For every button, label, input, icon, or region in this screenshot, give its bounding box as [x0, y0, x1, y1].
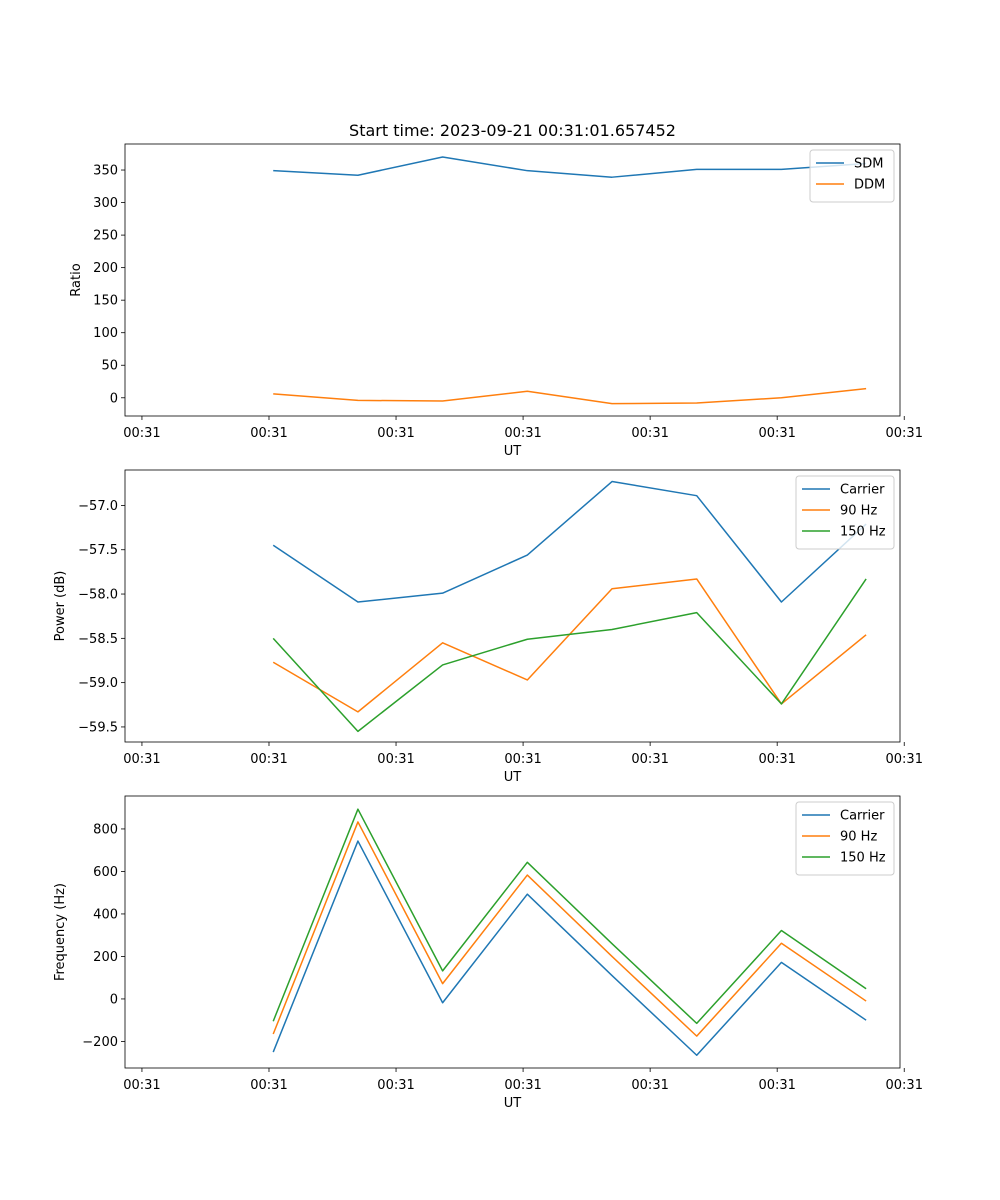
x-tick-label: 00:31: [886, 752, 923, 767]
series-line-150-hz: [272, 808, 867, 1025]
legend: Carrier 90 Hz 150 Hz: [795, 475, 895, 550]
x-tick-label: 00:31: [631, 1078, 668, 1093]
plot-frame: [124, 795, 901, 1069]
legend-label: 90 Hz: [840, 504, 877, 519]
x-axis-label: UT: [504, 770, 522, 785]
x-tick-label: 00:31: [631, 426, 668, 441]
x-tick-label: 00:31: [504, 426, 541, 441]
y-tick-label: 0: [110, 391, 118, 406]
charts: 00:31 00:31 00:31 00:31 00:31 00:31 00:31 0 50 10…: [53, 143, 923, 1111]
y-tick-label: 300: [93, 196, 118, 211]
plot-frame: [124, 143, 901, 417]
figure-title: Start time: 2023-09-21 00:31:01.657452: [349, 121, 676, 140]
x-tick-label: 00:31: [250, 426, 287, 441]
legend: Carrier 90 Hz 150 Hz: [795, 801, 895, 876]
y-tick-label: 200: [93, 950, 118, 965]
y-tick-label: 150: [93, 294, 118, 309]
y-tick-label: −58.5: [78, 632, 118, 647]
y-axis-label: Ratio: [69, 263, 84, 296]
y-tick-label: 800: [93, 822, 118, 837]
y-tick-label: 200: [93, 261, 118, 276]
series-line-150-hz: [272, 578, 867, 733]
x-tick-label: 00:31: [123, 752, 160, 767]
legend-label: 150 Hz: [840, 851, 886, 866]
x-tick-label: 00:31: [377, 752, 414, 767]
plot-frame: [124, 469, 901, 743]
y-tick-label: −57.5: [78, 543, 118, 558]
x-tick-label: 00:31: [758, 752, 795, 767]
y-tick-label: 50: [101, 359, 118, 374]
x-tick-label: 00:31: [250, 752, 287, 767]
x-tick-label: 00:31: [758, 1078, 795, 1093]
x-tick-label: 00:31: [377, 1078, 414, 1093]
y-tick-label: 0: [110, 992, 118, 1007]
legend: SDM DDM: [809, 149, 895, 203]
x-tick-label: 00:31: [123, 1078, 160, 1093]
series-line-ddm: [273, 387, 867, 405]
legend-label: DDM: [854, 178, 885, 193]
chart-panel-3: 00:31 00:31 00:31 00:31 00:31 00:31 00:31 −200 0…: [53, 795, 923, 1111]
y-tick-label: −59.5: [78, 720, 118, 735]
y-tick-label: −57.0: [78, 499, 118, 514]
series-line-90-hz: [272, 821, 867, 1037]
legend-label: Carrier: [840, 809, 885, 824]
y-axis-label: Frequency (Hz): [53, 883, 68, 981]
y-tick-label: 250: [93, 229, 118, 244]
x-axis-label: UT: [504, 1096, 522, 1111]
x-tick-label: 00:31: [886, 1078, 923, 1093]
series-line-carrier: [272, 840, 867, 1056]
x-tick-label: 00:31: [123, 426, 160, 441]
legend-label: SDM: [854, 157, 883, 172]
legend-label: 150 Hz: [840, 525, 886, 540]
chart-panel-2: 00:31 00:31 00:31 00:31 00:31 00:31 00:31 −59.5…: [53, 469, 923, 785]
y-tick-label: 100: [93, 326, 118, 341]
y-tick-label: 600: [93, 865, 118, 880]
series-line-carrier: [272, 480, 867, 603]
y-tick-label: −59.0: [78, 676, 118, 691]
x-tick-label: 00:31: [758, 426, 795, 441]
y-tick-label: 350: [93, 164, 118, 179]
x-tick-label: 00:31: [250, 1078, 287, 1093]
y-tick-label: −200: [82, 1035, 118, 1050]
x-tick-label: 00:31: [886, 426, 923, 441]
series-line-90-hz: [272, 578, 867, 713]
x-tick-label: 00:31: [631, 752, 668, 767]
x-axis-label: UT: [504, 444, 522, 459]
x-tick-label: 00:31: [504, 1078, 541, 1093]
legend-label: 90 Hz: [840, 830, 877, 845]
legend-label: Carrier: [840, 483, 885, 498]
x-tick-label: 00:31: [377, 426, 414, 441]
y-tick-label: −58.0: [78, 588, 118, 603]
y-axis-label: Power (dB): [53, 571, 68, 642]
series-line-sdm: [273, 156, 867, 178]
x-tick-label: 00:31: [504, 752, 541, 767]
y-tick-label: 400: [93, 907, 118, 922]
chart-panel-1: 00:31 00:31 00:31 00:31 00:31 00:31 00:31 0 50 10…: [69, 143, 923, 459]
